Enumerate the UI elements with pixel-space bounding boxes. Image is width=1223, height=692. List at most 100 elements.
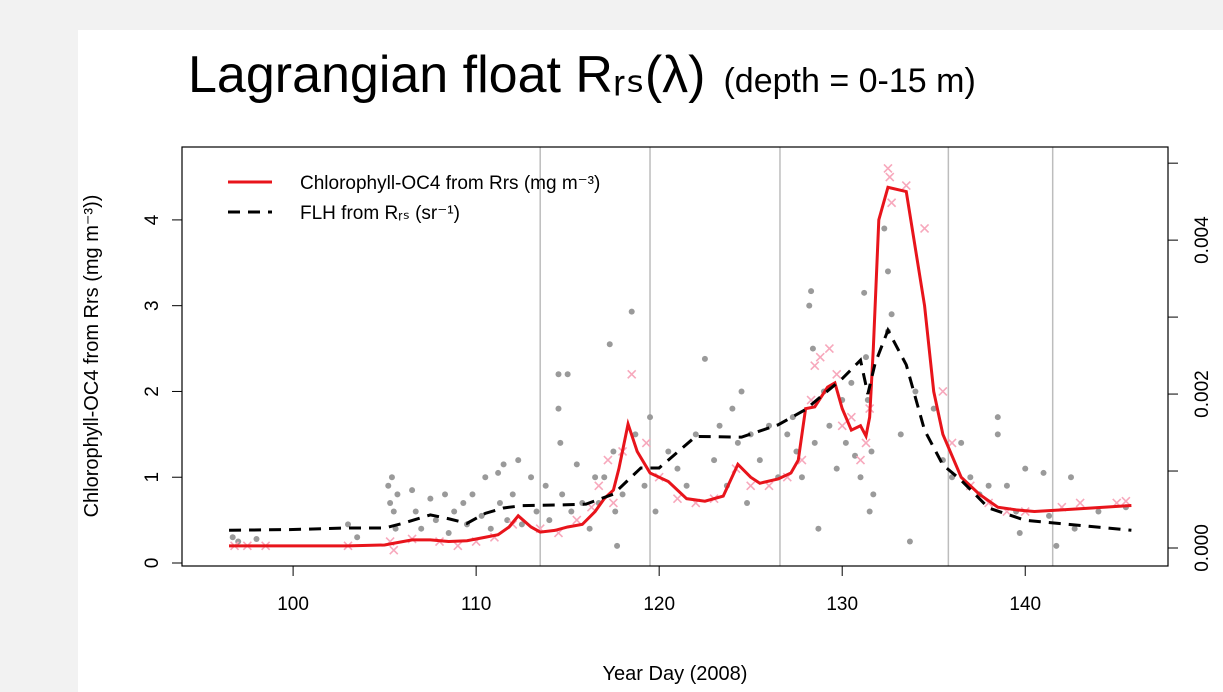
data-point — [385, 482, 392, 489]
data-point — [837, 421, 847, 431]
data-point — [504, 517, 511, 524]
data-point — [711, 457, 718, 464]
y-tick-label: 4 — [142, 214, 163, 225]
data-point — [603, 455, 613, 465]
data-point — [612, 508, 619, 515]
data-point — [389, 545, 399, 555]
data-point — [509, 491, 516, 498]
data-point — [1095, 508, 1102, 515]
data-point — [811, 439, 818, 446]
data-point — [789, 414, 796, 421]
data-point — [861, 438, 871, 448]
data-point — [586, 525, 593, 532]
chart-title-note: (depth = 0-15 m) — [723, 62, 975, 100]
data-point — [469, 491, 476, 498]
data-point — [815, 525, 822, 532]
data-point — [606, 341, 613, 348]
data-point — [672, 494, 683, 504]
series-line — [229, 326, 1132, 532]
data-point — [692, 431, 699, 438]
data-point — [906, 538, 913, 545]
data-point — [546, 517, 553, 524]
data-point — [388, 474, 395, 481]
data-point — [701, 355, 708, 362]
data-point — [881, 225, 888, 232]
data-point — [568, 508, 575, 515]
data-point — [734, 439, 741, 446]
data-point — [994, 414, 1001, 421]
data-point — [887, 198, 897, 208]
data-point — [641, 438, 651, 448]
data-point — [229, 534, 236, 541]
data-point — [387, 499, 394, 506]
x-tick-label: 120 — [643, 594, 675, 615]
data-point — [487, 525, 494, 532]
y-axis-label: Chlorophyll-OC4 from Rrs (mg m⁻³)) — [81, 195, 103, 518]
data-point — [442, 491, 449, 498]
data-point — [884, 268, 891, 275]
data-point — [253, 535, 260, 542]
data-point — [866, 508, 873, 515]
data-point — [453, 541, 463, 551]
chart-title: Lagrangian float Rᵣₛ(λ) — [188, 46, 705, 104]
data-point — [901, 181, 911, 191]
y2-tick-label: 0.000 — [1192, 524, 1213, 572]
data-point — [482, 474, 489, 481]
data-point — [938, 386, 948, 397]
data-point — [614, 542, 621, 549]
data-point — [870, 491, 877, 498]
data-point — [842, 439, 849, 446]
data-point — [857, 474, 864, 481]
data-point — [500, 461, 507, 468]
data-point — [354, 534, 361, 541]
data-point — [985, 482, 992, 489]
data-point — [564, 371, 571, 378]
data-point — [652, 508, 659, 515]
data-point — [390, 508, 397, 515]
y-tick-label: 2 — [142, 386, 163, 397]
data-point — [559, 491, 566, 498]
data-point — [409, 487, 416, 494]
data-point — [1075, 498, 1085, 508]
x-tick-label: 100 — [277, 594, 309, 615]
data-point — [756, 457, 763, 464]
data-point — [716, 422, 723, 429]
legend-label: FLH from Rᵣₛ (sr⁻¹) — [300, 203, 460, 224]
data-point — [1053, 542, 1060, 549]
data-point — [601, 474, 608, 481]
data-point — [897, 431, 904, 438]
data-point — [930, 405, 937, 412]
y2-tick-label: 0.002 — [1192, 370, 1213, 418]
x-tick-label: 130 — [826, 594, 858, 615]
data-point — [594, 481, 604, 491]
data-point — [478, 512, 485, 519]
data-point — [412, 508, 419, 515]
data-point — [445, 529, 452, 536]
data-point — [885, 172, 895, 182]
data-point — [345, 521, 352, 528]
data-point — [967, 474, 974, 481]
data-point — [1040, 469, 1047, 476]
data-point — [815, 352, 825, 362]
data-point — [1071, 525, 1078, 532]
data-point — [665, 448, 672, 455]
data-point — [392, 525, 399, 532]
data-point — [920, 223, 930, 234]
data-point — [846, 412, 856, 422]
legend-label: Chlorophyll-OC4 from Rrs (mg m⁻³) — [300, 173, 600, 194]
data-point — [1022, 465, 1029, 472]
data-point — [852, 452, 859, 459]
data-point — [824, 344, 834, 354]
data-point — [861, 289, 868, 296]
data-point — [868, 448, 875, 455]
data-point — [674, 465, 681, 472]
data-point — [738, 388, 745, 395]
data-point — [809, 345, 816, 352]
data-point — [432, 517, 439, 524]
data-point — [496, 499, 503, 506]
y-tick-label: 1 — [142, 472, 163, 483]
data-point — [798, 474, 805, 481]
data-point — [572, 515, 582, 525]
y2-tick-label: 0.004 — [1192, 216, 1213, 264]
data-point — [1121, 496, 1131, 506]
